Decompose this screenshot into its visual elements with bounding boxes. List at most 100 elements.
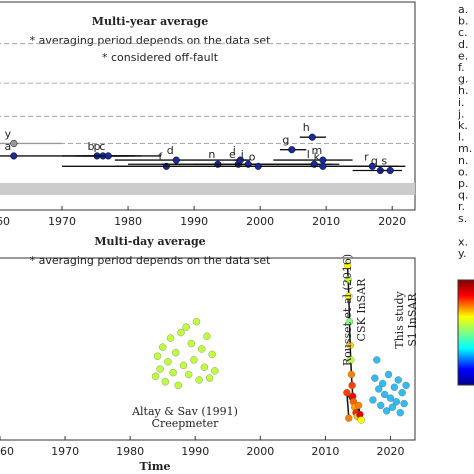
chart-title: Multi-year average — [92, 15, 208, 28]
x-tick-label: 2010 — [312, 215, 340, 228]
point — [172, 348, 180, 357]
point — [104, 152, 112, 160]
x-tick-label: 1990 — [181, 445, 209, 458]
point-label: l — [307, 148, 310, 161]
point — [402, 381, 410, 390]
legend-label: p. — [458, 177, 468, 190]
point-label: o — [249, 150, 256, 163]
point — [166, 334, 175, 342]
point-label: y — [5, 127, 12, 140]
point — [236, 156, 244, 164]
point-label: j — [240, 148, 244, 161]
x-axis-label: Time — [139, 460, 170, 473]
point-label: a — [4, 140, 11, 153]
point — [319, 156, 327, 164]
point — [386, 166, 394, 175]
point-label: e — [229, 148, 236, 161]
annotation: Rousset et al (2016) — [341, 254, 354, 366]
point — [195, 376, 203, 384]
point-label: h — [303, 121, 310, 134]
point — [347, 356, 355, 364]
legend-label: r. — [458, 200, 465, 213]
legend-label: a. — [458, 3, 468, 16]
legend-label: c. — [458, 26, 468, 39]
point — [398, 389, 406, 397]
legend-label: l. — [458, 131, 465, 144]
point — [380, 390, 389, 399]
point — [386, 394, 395, 402]
point — [379, 379, 387, 388]
point — [384, 370, 393, 379]
point — [182, 323, 190, 331]
point-label: m — [311, 144, 322, 157]
point-label: f — [158, 150, 163, 163]
point-label: r — [364, 150, 369, 163]
point — [343, 261, 352, 269]
legend-label: s. — [458, 212, 467, 225]
point — [357, 416, 365, 424]
point — [10, 152, 18, 160]
legend-label: n. — [458, 154, 468, 167]
point — [179, 361, 188, 370]
point — [159, 343, 167, 351]
point-label: p — [93, 140, 100, 153]
chart-subtitle: * averaging period depends on the data s… — [30, 34, 272, 47]
point — [205, 374, 214, 382]
point — [368, 162, 376, 170]
point — [200, 363, 208, 371]
annotation: * considered off-fault — [102, 51, 219, 64]
point — [388, 403, 397, 411]
point — [177, 328, 185, 337]
point-label: s — [381, 154, 387, 167]
point — [192, 318, 201, 326]
point — [375, 385, 383, 393]
point — [198, 345, 206, 353]
point — [10, 139, 18, 147]
point — [190, 356, 198, 364]
annotation: CSK InSAR — [355, 278, 368, 342]
x-tick-label: 2020 — [376, 445, 404, 458]
point — [153, 352, 162, 360]
x-tick-label: 2010 — [311, 445, 339, 458]
legend-label: e. — [458, 49, 468, 62]
point — [345, 414, 353, 422]
point-label: b — [88, 140, 95, 153]
annotation: Creepmeter — [152, 417, 220, 430]
point — [164, 358, 172, 366]
point — [308, 133, 316, 141]
x-tick-label: 1980 — [116, 445, 144, 458]
legend-label: k. — [458, 119, 468, 132]
top-frame — [0, 1, 416, 211]
x-tick-label: 1970 — [51, 445, 79, 458]
point — [288, 146, 296, 154]
x-tick-label: 1960 — [0, 215, 10, 228]
x-tick-label: 2000 — [246, 215, 274, 228]
legend-label: o. — [458, 165, 468, 178]
chart-title: Multi-day average — [94, 235, 205, 248]
legend-label: y. — [458, 247, 466, 260]
point-label: q — [371, 154, 378, 167]
point-label: g — [282, 134, 289, 147]
point — [392, 398, 400, 406]
point — [394, 376, 402, 384]
legend-label: i. — [458, 96, 465, 109]
point — [319, 162, 327, 170]
point — [151, 372, 160, 380]
point-label: n — [208, 148, 215, 161]
x-tick-label: 1960 — [0, 445, 14, 458]
point — [390, 383, 399, 391]
point — [343, 389, 351, 397]
point — [396, 409, 404, 417]
legend-label: g. — [458, 73, 468, 86]
legend-label: d. — [458, 38, 468, 51]
chart-subtitle: * averaging period depends on the data s… — [30, 254, 272, 267]
point — [377, 401, 385, 410]
legend-label: q. — [458, 189, 468, 202]
x-tick-label: 1970 — [48, 215, 76, 228]
point — [208, 350, 216, 359]
x-tick-label: 2000 — [246, 445, 274, 458]
point — [156, 365, 164, 373]
point — [346, 341, 354, 350]
point — [161, 378, 169, 386]
